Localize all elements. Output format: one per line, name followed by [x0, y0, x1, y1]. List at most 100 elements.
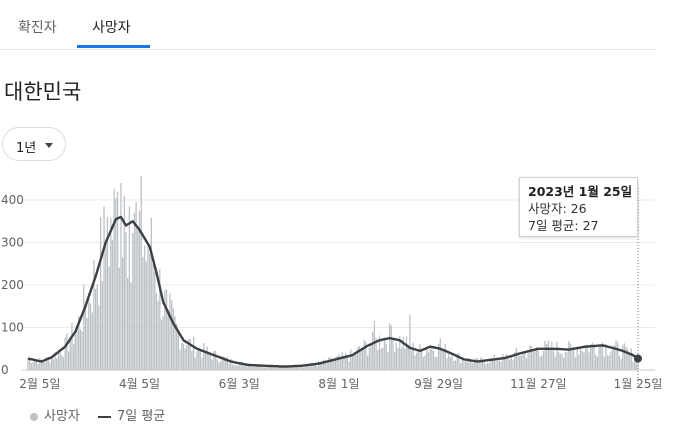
- daily-bar: [155, 293, 158, 370]
- daily-bar: [113, 188, 115, 370]
- x-tick-label: 4월 5일: [119, 377, 160, 391]
- daily-bar: [285, 365, 288, 370]
- daily-bar: [67, 351, 70, 370]
- daily-bar: [174, 316, 176, 370]
- daily-bar: [581, 351, 583, 370]
- daily-bar: [466, 362, 468, 370]
- daily-bar: [370, 345, 372, 370]
- daily-bar: [439, 338, 441, 370]
- daily-bar: [468, 358, 470, 370]
- daily-bar: [125, 231, 127, 370]
- daily-bar: [194, 357, 196, 370]
- daily-bar: [595, 354, 597, 370]
- daily-bar: [424, 355, 426, 370]
- daily-bar: [219, 361, 222, 370]
- daily-bar: [608, 355, 610, 370]
- daily-bar: [225, 358, 227, 370]
- daily-bar: [470, 360, 472, 370]
- daily-bar: [591, 342, 594, 370]
- daily-bar: [601, 342, 604, 370]
- daily-bar: [39, 358, 41, 370]
- daily-bar: [605, 343, 607, 370]
- daily-bar: [422, 357, 425, 370]
- y-tick-label: 100: [1, 321, 24, 335]
- daily-bar: [71, 323, 73, 370]
- daily-bar: [115, 198, 117, 370]
- daily-bar: [579, 347, 582, 370]
- daily-bar: [395, 342, 398, 370]
- daily-bar: [464, 361, 467, 370]
- daily-bar: [260, 367, 262, 370]
- tab-confirmed[interactable]: 확진자: [18, 20, 57, 36]
- tooltip-average: 7일 평균: 27: [528, 218, 599, 233]
- daily-bar: [91, 312, 93, 370]
- hover-point: [634, 354, 642, 363]
- daily-bar: [98, 304, 100, 370]
- daily-bar: [336, 356, 338, 370]
- daily-bar: [238, 362, 240, 370]
- range-dropdown[interactable]: 1년: [2, 127, 66, 161]
- daily-bar: [45, 356, 48, 370]
- deaths-chart[interactable]: 0 100 200 300 400 2월 5일 4월 5일 6월 3일 8월 1일 9월 29일 1…: [0, 170, 683, 405]
- daily-bar: [350, 349, 352, 370]
- daily-bar: [167, 310, 169, 370]
- y-tick-label: 400: [1, 193, 24, 207]
- daily-bar: [497, 360, 499, 370]
- daily-bar: [223, 356, 225, 370]
- daily-bar: [481, 358, 484, 370]
- daily-bar: [72, 344, 75, 370]
- daily-bar: [326, 361, 328, 370]
- daily-bar: [355, 354, 357, 370]
- x-tick-label: 6월 3일: [219, 377, 260, 391]
- daily-bar: [69, 340, 71, 370]
- daily-bar: [121, 257, 124, 370]
- daily-bar: [569, 343, 572, 370]
- daily-bar: [524, 351, 526, 370]
- daily-bar: [27, 358, 29, 370]
- daily-bar: [603, 356, 605, 370]
- daily-bar: [503, 356, 506, 370]
- daily-bar: [351, 354, 354, 370]
- daily-bar: [311, 362, 313, 370]
- daily-bar: [576, 348, 578, 370]
- daily-bar: [338, 354, 340, 370]
- daily-bar: [429, 348, 431, 370]
- daily-bar: [162, 316, 164, 370]
- daily-bar: [118, 267, 120, 370]
- daily-bar: [378, 335, 381, 370]
- x-tick-label: 9월 29일: [414, 377, 463, 391]
- daily-bar: [495, 361, 497, 370]
- daily-bar: [204, 352, 207, 370]
- daily-bar: [387, 352, 389, 370]
- daily-bar: [181, 342, 183, 370]
- daily-bar: [314, 364, 316, 370]
- daily-bar: [444, 343, 447, 370]
- daily-bar: [262, 366, 264, 370]
- daily-bar: [83, 284, 85, 370]
- daily-bar: [513, 352, 516, 370]
- daily-bar: [243, 366, 245, 370]
- daily-bar: [383, 338, 386, 370]
- daily-bar: [230, 358, 232, 370]
- daily-bar: [37, 364, 39, 370]
- legend-daily-label: 사망자: [44, 409, 80, 424]
- daily-bar: [593, 346, 595, 370]
- daily-bar: [294, 364, 296, 370]
- x-tick-label: 2월 5일: [19, 377, 60, 391]
- daily-bar: [324, 360, 327, 370]
- daily-bar: [268, 366, 271, 370]
- daily-bar: [372, 331, 374, 370]
- daily-bar: [86, 317, 88, 370]
- daily-bar: [103, 206, 105, 370]
- daily-bar: [394, 352, 396, 370]
- daily-bar: [492, 358, 494, 370]
- tab-deaths[interactable]: 사망자: [92, 20, 131, 36]
- daily-bar: [388, 323, 391, 370]
- daily-bar: [517, 352, 519, 370]
- daily-bar: [66, 333, 68, 370]
- daily-bar: [373, 321, 376, 370]
- daily-bar: [258, 364, 261, 370]
- daily-bar: [78, 316, 80, 370]
- daily-bar: [346, 357, 349, 370]
- daily-bar: [241, 361, 244, 370]
